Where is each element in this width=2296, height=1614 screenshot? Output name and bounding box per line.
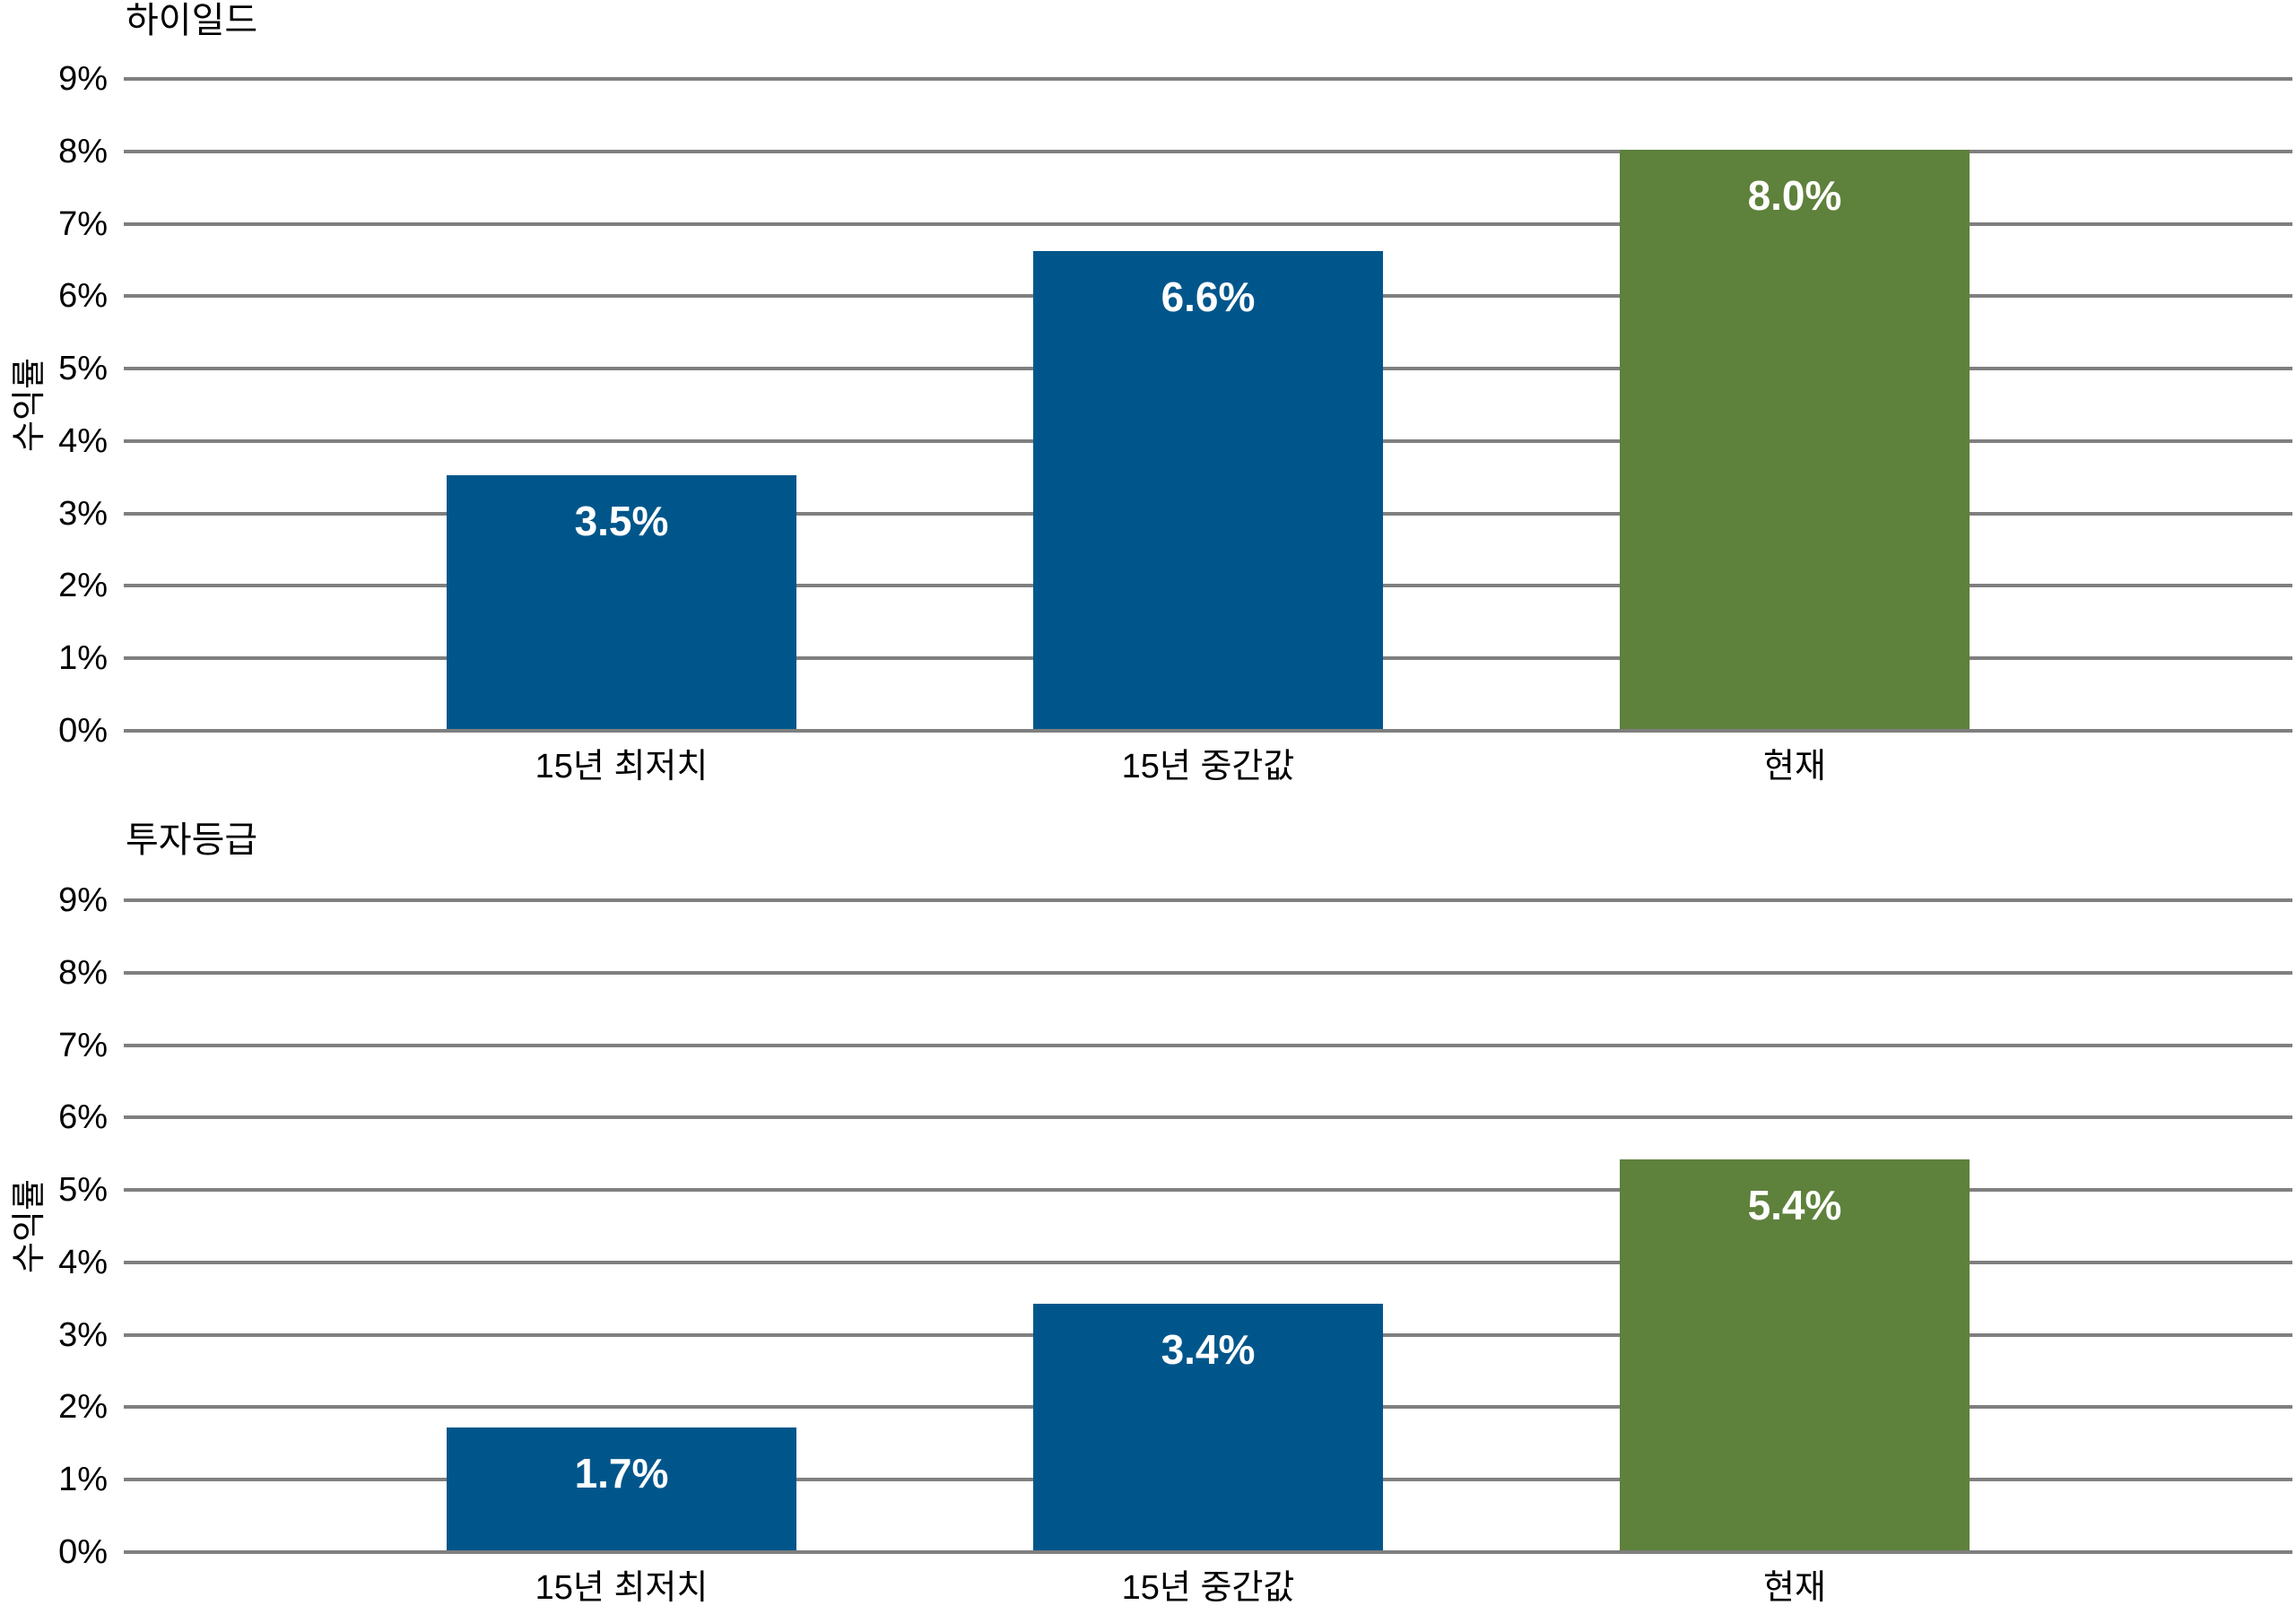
y-axis-label: 수익률 (10, 358, 48, 452)
gridline (124, 1043, 2292, 1047)
gridline (124, 1550, 2292, 1554)
bar-value-label: 8.0% (1747, 172, 1842, 219)
gridline (124, 367, 2292, 371)
gridline (124, 149, 2292, 153)
bar: 3.5% (447, 475, 796, 729)
y-tick-label: 9% (58, 881, 108, 919)
gridline (124, 898, 2292, 902)
y-tick-label: 9% (58, 60, 108, 98)
chart-title: 하이일드 (126, 1, 258, 40)
y-tick-label: 6% (58, 1098, 108, 1137)
y-tick-label: 8% (58, 132, 108, 170)
y-tick-label: 1% (58, 1461, 108, 1499)
gridline (124, 511, 2292, 516)
bar-value-label: 3.5% (574, 498, 669, 544)
y-tick-label: 7% (58, 1026, 108, 1064)
plot-area: 1.7% 3.4% 5.4% (124, 898, 2292, 1554)
bar-value-label: 6.6% (1161, 273, 1256, 320)
y-tick-label: 2% (58, 1388, 108, 1427)
y-tick-label: 4% (58, 421, 108, 460)
bar-value-label: 3.4% (1161, 1326, 1256, 1373)
gridline (124, 729, 2292, 733)
gridline (124, 77, 2292, 81)
y-tick-label: 0% (58, 712, 108, 750)
gridline (124, 221, 2292, 226)
gridline (124, 1478, 2292, 1482)
bar-value-label: 5.4% (1747, 1182, 1842, 1228)
gridline (124, 1332, 2292, 1337)
gridline (124, 656, 2292, 661)
bar: 5.4% (1620, 1159, 1970, 1550)
y-tick-label: 1% (58, 639, 108, 678)
gridline (124, 970, 2292, 975)
gridline (124, 1115, 2292, 1120)
y-tick-label: 0% (58, 1533, 108, 1571)
gridline (124, 584, 2292, 588)
y-axis-label: 수익률 (10, 1179, 48, 1273)
bar-value-label: 1.7% (574, 1450, 669, 1497)
y-axis-label-box: 수익률 (0, 79, 50, 731)
x-category-label: 15년 중간값 (1121, 748, 1295, 785)
y-axis-label-box: 수익률 (0, 900, 50, 1552)
y-tick-label: 2% (58, 567, 108, 605)
y-tick-label: 4% (58, 1243, 108, 1281)
gridline (124, 1260, 2292, 1264)
y-tick-label: 3% (58, 494, 108, 533)
y-tick-label: 5% (58, 350, 108, 388)
y-tick-label: 7% (58, 204, 108, 243)
plot-area: 3.5% 6.6% 8.0% (124, 77, 2292, 733)
y-tick-label: 5% (58, 1171, 108, 1210)
bar: 6.6% (1033, 251, 1383, 729)
gridline (124, 1405, 2292, 1410)
gridline (124, 1188, 2292, 1193)
gridline (124, 438, 2292, 443)
x-category-label: 15년 최저치 (535, 748, 709, 785)
y-tick-label: 8% (58, 953, 108, 992)
gridline (124, 294, 2292, 299)
chart-title: 투자등급 (126, 820, 258, 860)
bar: 3.4% (1033, 1304, 1383, 1550)
bar: 8.0% (1620, 150, 1970, 729)
x-category-label: 현재 (1763, 748, 1826, 785)
y-tick-label: 6% (58, 277, 108, 316)
x-category-label: 15년 중간값 (1121, 1569, 1295, 1607)
x-category-label: 현재 (1763, 1569, 1826, 1607)
y-tick-label: 3% (58, 1315, 108, 1354)
x-category-label: 15년 최저치 (535, 1569, 709, 1607)
bar: 1.7% (447, 1427, 796, 1550)
